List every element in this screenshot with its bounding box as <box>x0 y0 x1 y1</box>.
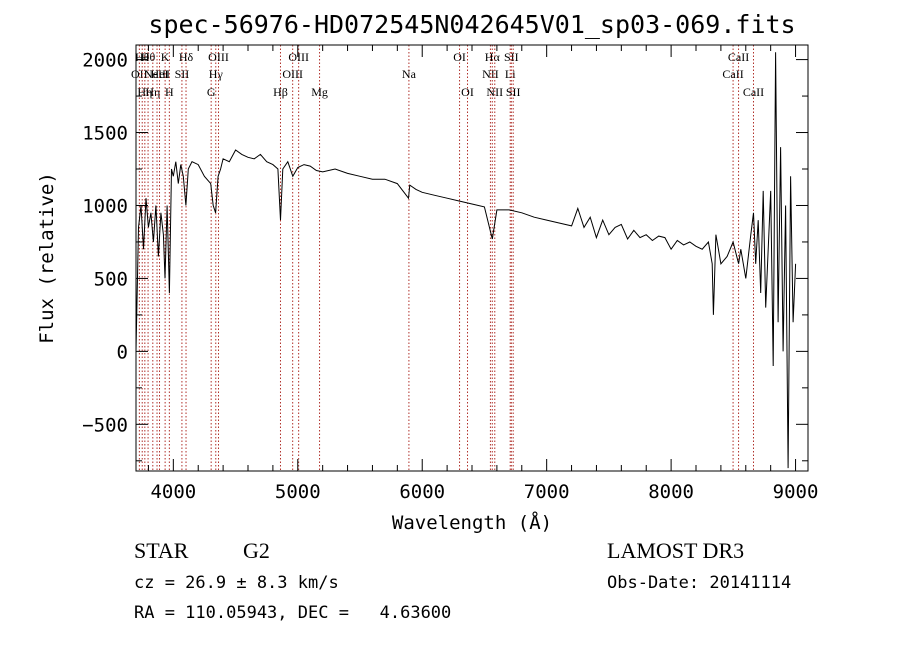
axis-ticks: 4000 5000 6000 7000 8000 9000 −500 0 500 1000 1500… <box>82 45 818 503</box>
x-tick-label: 9000 <box>773 481 819 503</box>
line-label: Hη <box>145 85 160 99</box>
line-label: K <box>161 50 170 64</box>
coordinates: RA = 110.05943, DEC = 4.63600 <box>134 603 452 623</box>
survey-name: LAMOST DR3 <box>607 538 745 563</box>
line-label: CaII <box>728 50 749 64</box>
chart-title: spec-56976-HD072545N042645V01_sp03-069.f… <box>148 10 795 39</box>
y-axis-label: Flux (relative) <box>36 172 58 344</box>
y-tick-label: 0 <box>117 341 128 363</box>
x-tick-label: 8000 <box>648 481 694 503</box>
y-tick-label: −500 <box>82 414 128 436</box>
line-label: NII <box>486 85 503 99</box>
line-label: CaII <box>722 67 743 81</box>
x-tick-label: 7000 <box>524 481 570 503</box>
line-label: Li <box>505 67 516 81</box>
line-label: Na <box>402 67 417 81</box>
line-label: NeIII <box>144 67 170 81</box>
object-class: STAR <box>134 538 189 563</box>
y-tick-label: 1500 <box>82 123 128 145</box>
x-tick-label: 6000 <box>399 481 445 503</box>
redshift-value: cz = 26.9 ± 8.3 km/s <box>134 573 339 593</box>
plot-frame <box>135 44 809 472</box>
line-label: Hδ <box>179 50 194 64</box>
line-label: Hα <box>485 50 501 64</box>
spectral-line-markers: OIIHθHηHθHηNeIIIHeIKHSIIHδGHγOIIIHβOIIIO… <box>131 45 764 471</box>
y-tick-label: 2000 <box>82 50 128 72</box>
y-tick-label: 500 <box>94 268 128 290</box>
line-label: OIII <box>208 50 229 64</box>
line-label: CaII <box>743 85 764 99</box>
line-label: Hθ <box>141 50 156 64</box>
line-label: OIII <box>288 50 309 64</box>
line-label: G <box>207 85 216 99</box>
line-label: OII <box>131 67 148 81</box>
line-label: Hβ <box>273 85 288 99</box>
line-label: OIII <box>282 67 303 81</box>
line-label: Hθ <box>135 50 150 64</box>
line-label: Hγ <box>209 67 224 81</box>
object-subclass: G2 <box>243 538 270 563</box>
line-label: Hη <box>137 85 152 99</box>
spectrum-line <box>135 52 797 469</box>
line-label: NII <box>482 67 499 81</box>
line-label: SII <box>506 85 521 99</box>
line-label: SII <box>504 50 519 64</box>
x-tick-label: 4000 <box>150 481 196 503</box>
line-label: OI <box>461 85 474 99</box>
line-label: H <box>165 85 174 99</box>
spectrum-series <box>135 52 797 469</box>
line-label: HeI <box>151 67 169 81</box>
line-label: OI <box>453 50 466 64</box>
y-tick-label: 1000 <box>82 195 128 217</box>
observation-date: Obs-Date: 20141114 <box>607 573 792 593</box>
line-label: Mg <box>311 85 328 99</box>
x-tick-label: 5000 <box>275 481 321 503</box>
line-label: SII <box>175 67 190 81</box>
x-axis-label: Wavelength (Å) <box>392 511 552 534</box>
